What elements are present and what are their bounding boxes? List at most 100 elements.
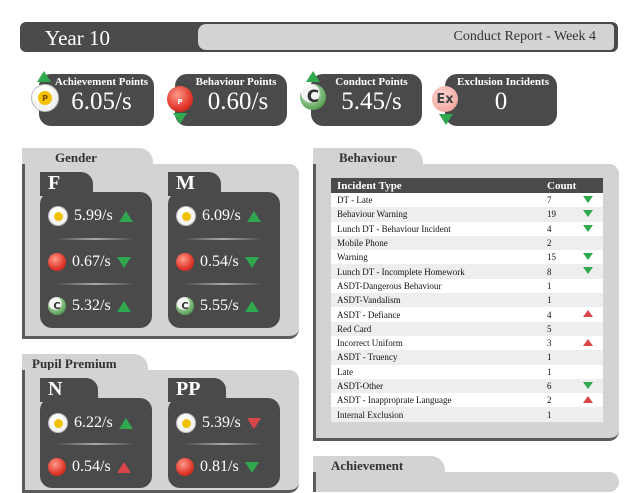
trend-down-icon: [583, 381, 593, 389]
divider: [183, 283, 263, 285]
trend-down-icon: [583, 267, 593, 275]
incident-type-cell: Incorrect Uniform: [331, 335, 541, 351]
female-label: F: [48, 172, 61, 194]
column-incident-type[interactable]: Incident Type: [331, 178, 541, 193]
kpi-conduct[interactable]: Conduct Points 5.45/s: [311, 74, 422, 126]
table-row[interactable]: ASDT-Other 6: [331, 378, 603, 394]
behaviour-red-icon: [48, 253, 66, 271]
trend-up-icon: [306, 71, 320, 82]
report-title: Conduct Report - Week 4: [453, 29, 596, 44]
non-pp-behaviour-value: 0.54/s: [72, 458, 111, 475]
gender-title: Gender: [55, 150, 97, 165]
trend-down-icon: [116, 256, 131, 268]
incident-type-cell: Red Card: [331, 321, 541, 336]
female-behaviour-value: 0.67/s: [72, 253, 111, 270]
trend-up-icon: [116, 300, 131, 312]
behaviour-red-icon: P: [167, 86, 193, 112]
column-count[interactable]: Count: [541, 178, 603, 193]
table-row[interactable]: Red Card 5: [331, 321, 603, 336]
table-row[interactable]: ASDT - Truency 1: [331, 350, 603, 365]
divider: [55, 238, 135, 240]
trend-up-red-icon: [116, 461, 131, 473]
table-row[interactable]: Lunch DT - Incomplete Homework 8: [331, 264, 603, 279]
achievement-medal-icon: [48, 413, 68, 433]
table-row[interactable]: Late 1: [331, 364, 603, 379]
table-row[interactable]: ASDT-Dangerous Behaviour 1: [331, 278, 603, 294]
count-cell: 8: [541, 264, 603, 279]
count-value: 2: [547, 238, 552, 249]
trend-up-red-icon: [583, 338, 593, 346]
non-pp-achievement-row: 6.22/s: [48, 413, 133, 433]
behaviour-table: Incident Type Count DT - Late 7 Behaviour …: [331, 178, 603, 422]
incident-type-cell: DT - Late: [331, 193, 541, 208]
count-cell: 1: [541, 364, 603, 379]
incident-type-cell: Late: [331, 364, 541, 379]
trend-down-red-icon: [246, 417, 261, 429]
kpi-behaviour[interactable]: Behaviour Points 0.60/s: [175, 74, 287, 126]
non-pp-behaviour-row: 0.54/s: [48, 458, 131, 476]
pp-label: PP: [176, 378, 201, 400]
pupil-premium-title: Pupil Premium: [32, 356, 117, 371]
incident-type-cell: Behaviour Warning: [331, 207, 541, 222]
behaviour-table-wrap: Incident Type Count DT - Late 7 Behaviour …: [331, 178, 603, 422]
table-row[interactable]: DT - Late 7: [331, 193, 603, 208]
female-conduct-value: 5.32/s: [72, 297, 111, 314]
male-achievement-row: 6.09/s: [176, 206, 261, 226]
table-row[interactable]: Behaviour Warning 19: [331, 207, 603, 222]
trend-down-icon: [583, 196, 593, 203]
kpi-exclusion[interactable]: Exclusion Incidents 0: [445, 74, 557, 126]
behaviour-table-header: Incident Type Count: [331, 178, 603, 193]
kpi-conduct-value: 5.45/s: [341, 88, 402, 115]
count-value: 1: [547, 280, 552, 291]
incident-type-cell: ASDT-Vandalism: [331, 293, 541, 308]
table-row[interactable]: Warning 15: [331, 250, 603, 265]
count-value: 6: [547, 381, 552, 391]
trend-down-icon: [244, 256, 259, 268]
table-row[interactable]: ASDT - Inapproprate Language 2: [331, 393, 603, 408]
table-row[interactable]: Mobile Phone 2: [331, 235, 603, 251]
kpi-exclusion-label: Exclusion Incidents: [457, 76, 549, 88]
count-cell: 15: [541, 250, 603, 265]
table-row[interactable]: ASDT-Vandalism 1: [331, 293, 603, 308]
divider: [55, 283, 135, 285]
incident-type-cell: ASDT - Truency: [331, 350, 541, 365]
incident-type-cell: ASDT-Other: [331, 378, 541, 394]
female-conduct-row: C 5.32/s: [48, 297, 131, 315]
table-row[interactable]: Internal Exclusion 1: [331, 407, 603, 422]
male-behaviour-value: 0.54/s: [200, 253, 239, 270]
count-value: 1: [547, 409, 552, 420]
male-behaviour-row: 0.54/s: [176, 253, 259, 271]
female-achievement-row: 5.99/s: [48, 206, 133, 226]
count-value: 5: [547, 323, 552, 334]
report-title-bar: Conduct Report - Week 4: [198, 24, 614, 50]
achievement-panel-title: Achievement: [313, 456, 445, 476]
kpi-behaviour-value: 0.60/s: [207, 88, 269, 115]
female-behaviour-row: 0.67/s: [48, 253, 131, 271]
trend-up-icon: [246, 210, 261, 222]
behaviour-panel-title: Behaviour: [313, 148, 423, 168]
kpi-conduct-label: Conduct Points: [335, 76, 408, 88]
achievement-title: Achievement: [331, 458, 404, 473]
kpi-achievement[interactable]: Achievement Points 6.05/s: [39, 74, 154, 126]
exclusion-icon: Ex: [432, 86, 458, 112]
kpi-icon-text: P: [38, 91, 52, 105]
count-cell: 4: [541, 307, 603, 322]
count-value: 15: [547, 252, 556, 263]
divider: [183, 443, 263, 445]
count-cell: 5: [541, 321, 603, 336]
count-cell: 3: [541, 335, 603, 351]
incident-type-cell: Lunch DT - Behaviour Incident: [331, 221, 541, 236]
kpi-icon-text: P: [177, 98, 183, 106]
trend-down-icon: [583, 253, 593, 261]
achievement-medal-icon: [176, 413, 196, 433]
trend-down-icon: [583, 210, 593, 218]
count-value: 3: [547, 338, 552, 349]
kpi-achievement-label: Achievement Points: [54, 76, 149, 88]
table-row[interactable]: Incorrect Uniform 3: [331, 335, 603, 351]
incident-type-cell: ASDT - Inapproprate Language: [331, 393, 541, 408]
behaviour-red-icon: [48, 458, 66, 476]
table-row[interactable]: Lunch DT - Behaviour Incident 4: [331, 221, 603, 236]
trend-down-icon: [439, 114, 453, 125]
table-row[interactable]: ASDT - Defiance 4: [331, 307, 603, 322]
kpi-behaviour-label: Behaviour Points: [195, 76, 277, 88]
